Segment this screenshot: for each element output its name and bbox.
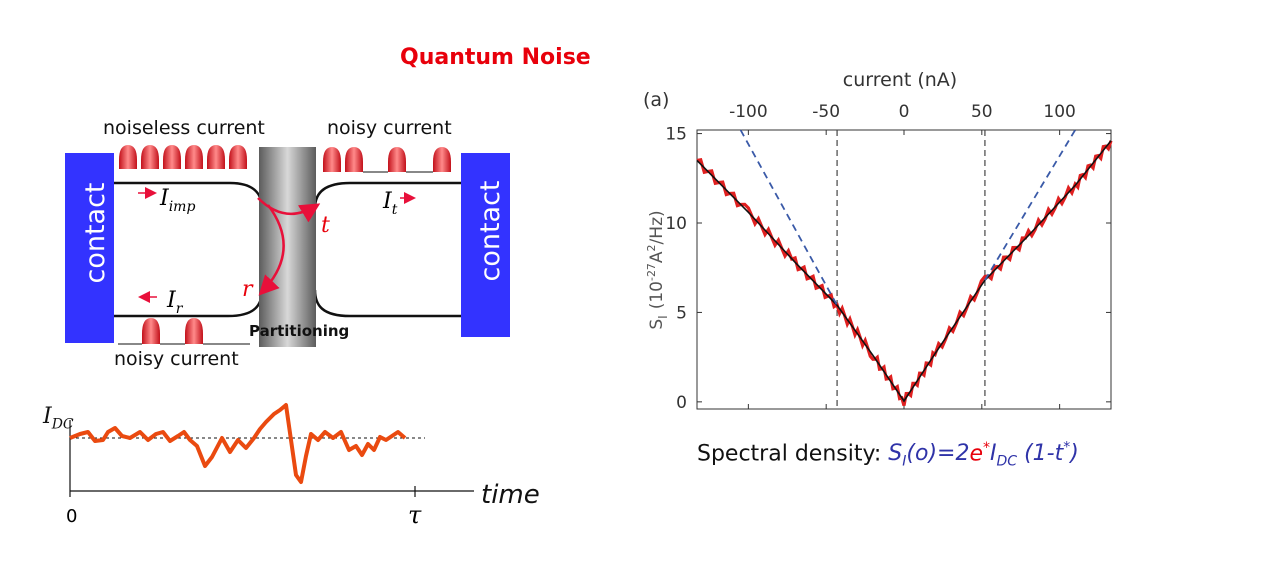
y-tick-label: 10 [665,214,687,234]
top-xlabel: current (nA) [843,69,957,91]
top-tick-label: 100 [1043,102,1075,122]
t-label: t [321,213,330,238]
contact-left-label: contact [80,182,111,283]
origin-label: 0 [66,506,78,527]
contact-right-label: contact [475,180,506,281]
noisy-packets-bottom [118,318,250,345]
spectral-label: Spectral density: [697,441,882,467]
top-tick-label: -100 [729,102,768,122]
page-title: Quantum Noise [400,45,591,70]
time-plot [69,403,474,497]
contact-right [461,153,510,337]
noiseless-packets [119,145,247,169]
series-fit [696,140,1112,403]
noiseless-current-label: noiseless current [103,117,265,139]
spectral-density-formula: Spectral density: SI(o)=2e*IDC (1-t*) [697,440,1079,470]
partitioning-label: Partitioning [249,322,350,340]
reflection-arrow [258,204,285,296]
transmission-arrow [257,197,321,223]
partitioning-barrier [259,147,316,347]
spectral-chart: (a) current (nA) SI(10-27A2/Hz) -100 -50 0… [643,69,1113,413]
top-tick-label: 50 [971,102,993,122]
y-axis-label: SI(10-27A2/Hz) [645,210,670,329]
chart-frame [696,129,1112,410]
y-tick-label: 15 [665,125,687,145]
r-label: r [242,277,254,302]
noisy-current-top-label: noisy current [327,117,452,139]
top-tick-label: -50 [812,102,840,122]
top-tick-label: 0 [899,102,910,122]
series-measured [696,140,1113,407]
noisy-current-bottom-label: noisy current [114,348,239,370]
i-t-label: It [382,189,398,218]
channel-bottom-right [313,289,461,318]
series-poissonian-left [739,129,838,306]
panel-label: (a) [643,89,669,111]
noisy-packets-top [323,147,451,173]
idc-label: IDC [43,404,74,433]
i-imp-label: Iimp [159,186,195,215]
tau-label: τ [408,501,422,529]
contact-left [65,153,114,343]
time-axis-label: time [481,480,540,510]
i-r-label: Ir [166,288,184,317]
channel-bottom-left [114,289,264,318]
y-tick-label: 0 [676,393,687,413]
series-poissonian-right [984,129,1076,281]
noise-trace [69,403,407,484]
y-tick-label: 5 [676,303,687,323]
